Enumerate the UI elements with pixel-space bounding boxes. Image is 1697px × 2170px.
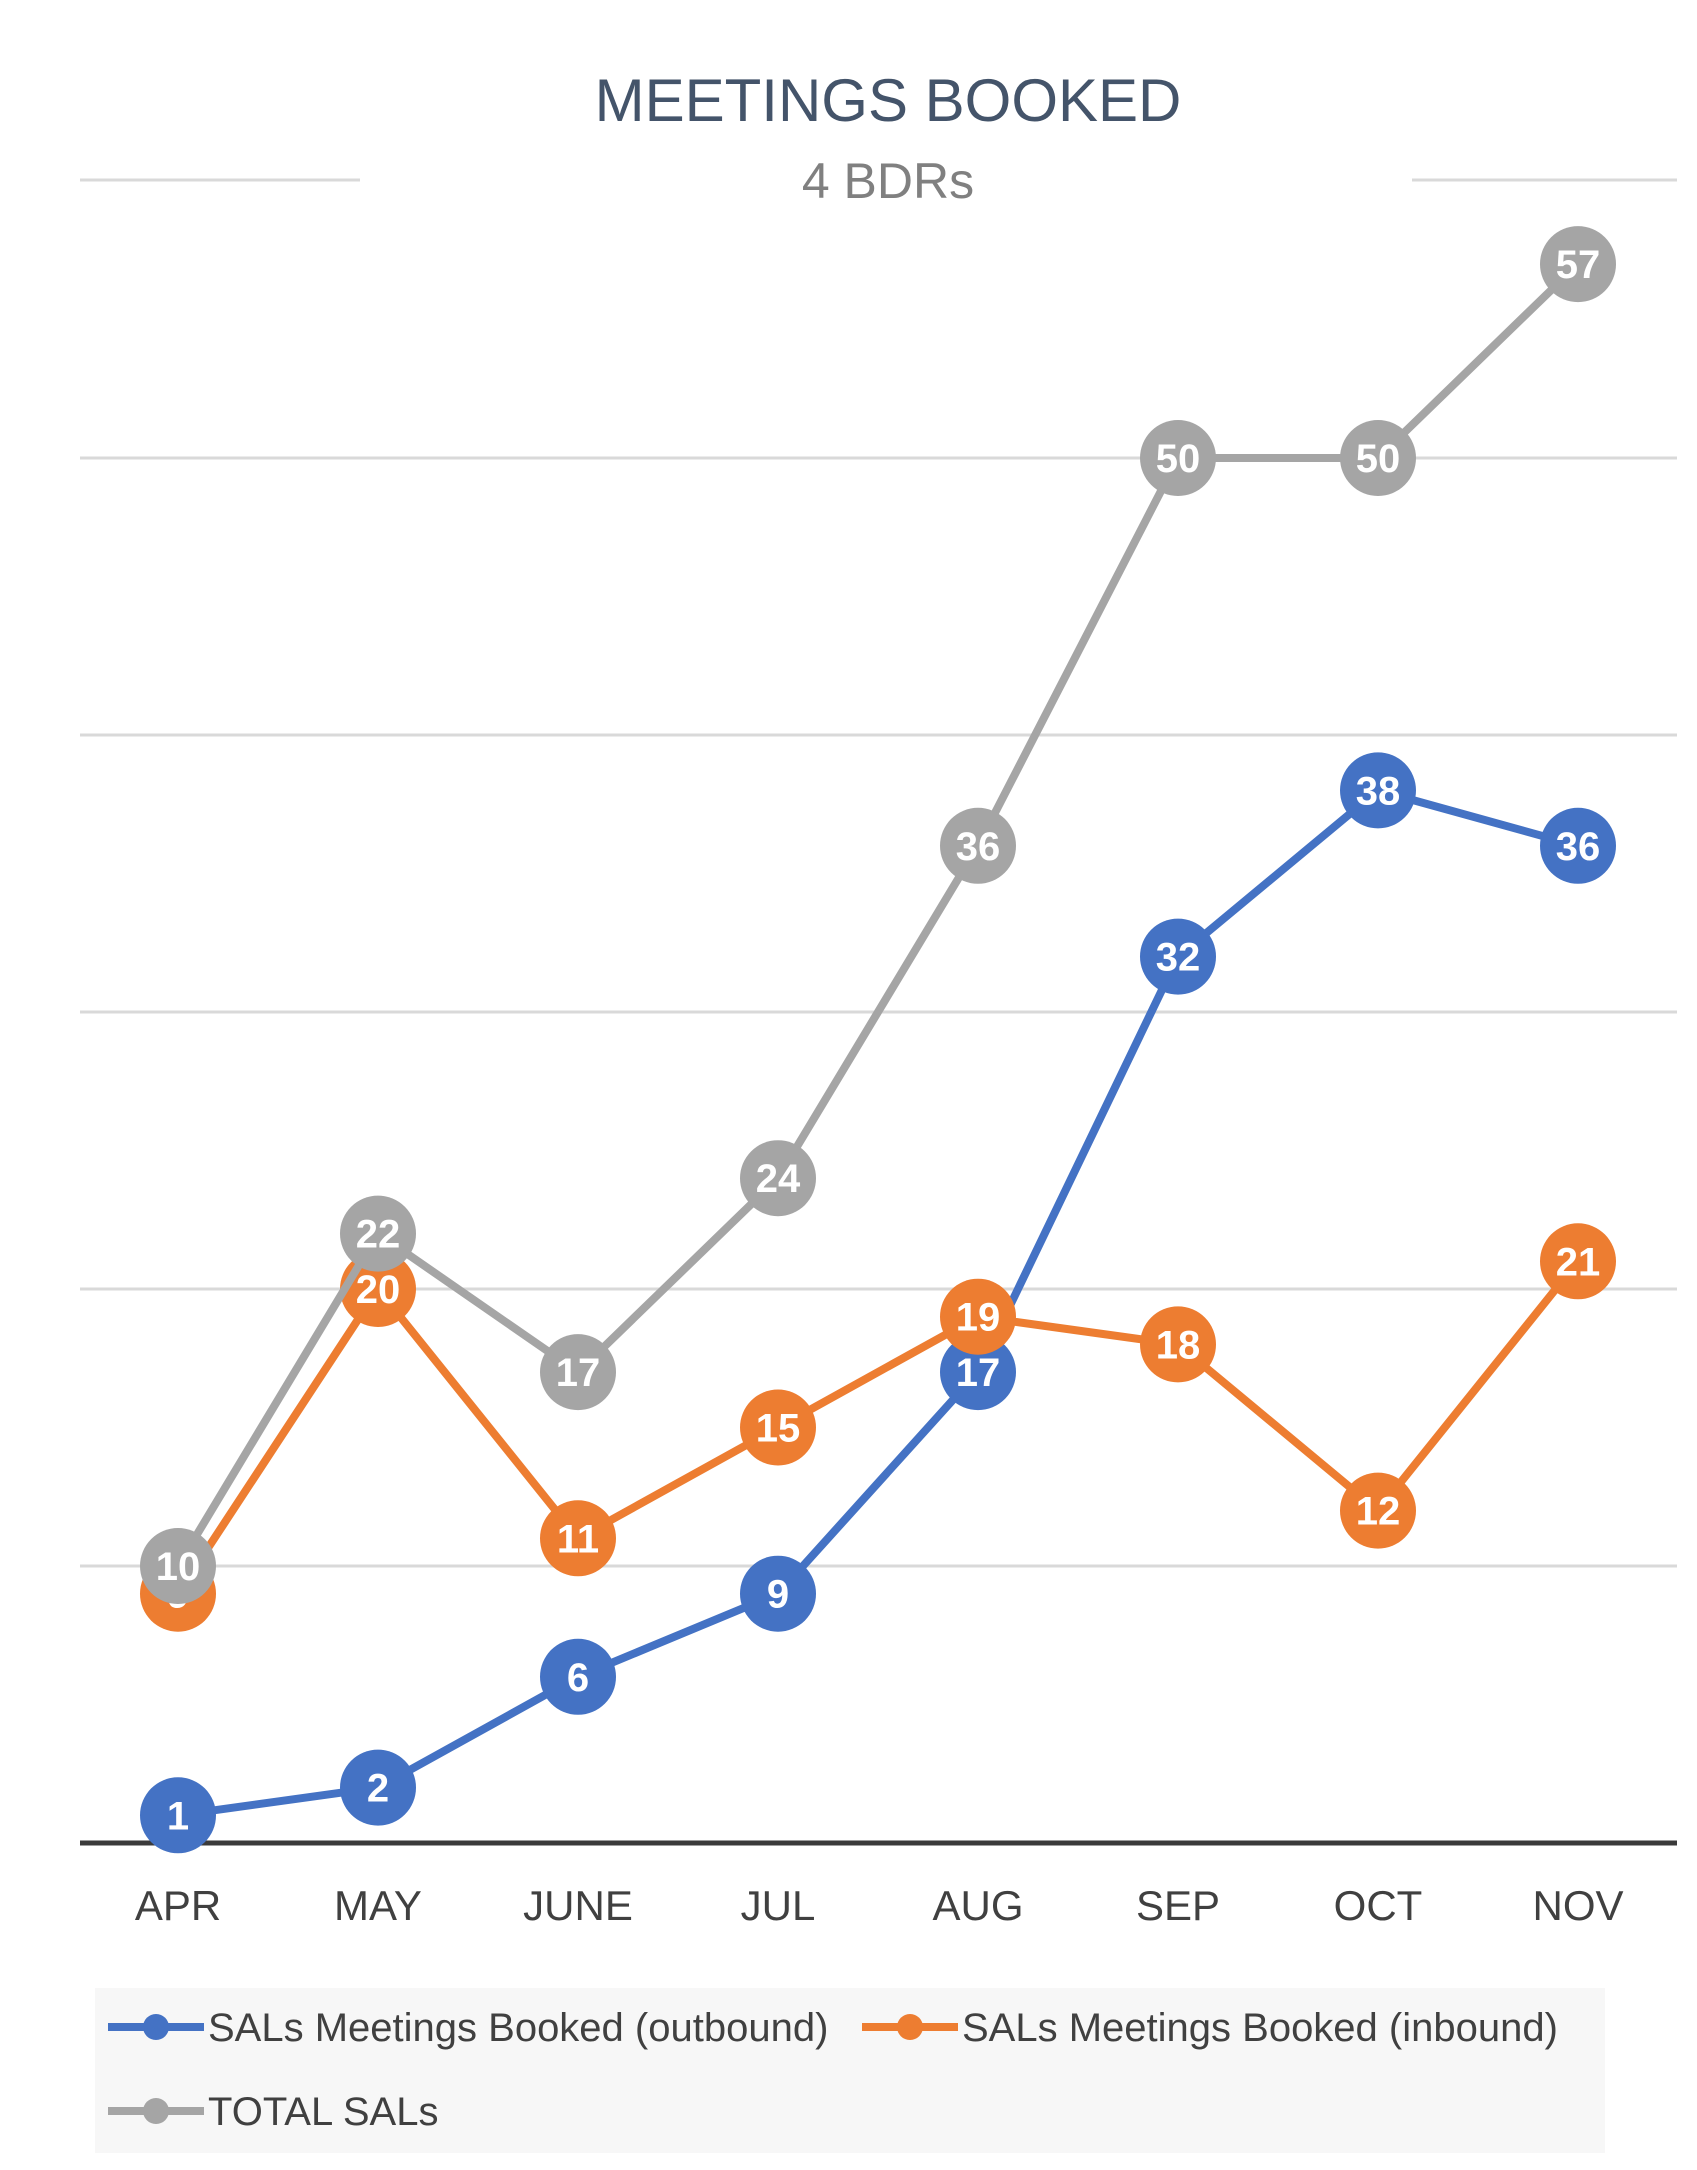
series-line bbox=[174, 1257, 1582, 1598]
data-label: 15 bbox=[756, 1407, 801, 1451]
data-point bbox=[140, 1777, 216, 1854]
data-point bbox=[540, 1334, 616, 1411]
legend-label: SALs Meetings Booked (inbound) bbox=[962, 2006, 1558, 2050]
chart-title: MEETINGS BOOKED bbox=[595, 67, 1182, 134]
data-point bbox=[1340, 752, 1416, 829]
data-label: 22 bbox=[356, 1213, 401, 1257]
data-point bbox=[540, 1638, 616, 1715]
data-label: 36 bbox=[1556, 825, 1601, 869]
x-tick-label: OCT bbox=[1334, 1882, 1423, 1929]
data-point bbox=[1340, 420, 1416, 496]
data-label: 9 bbox=[767, 1573, 789, 1617]
x-tick-label: SEP bbox=[1136, 1882, 1220, 1929]
data-point bbox=[340, 1195, 416, 1272]
data-point bbox=[1540, 1223, 1616, 1300]
data-point bbox=[740, 1555, 816, 1632]
chart-subtitle: 4 BDRs bbox=[802, 153, 974, 209]
data-label: 32 bbox=[1156, 936, 1201, 980]
data-label: 11 bbox=[557, 1517, 599, 1561]
data-label: 50 bbox=[1356, 437, 1401, 481]
data-point bbox=[740, 1140, 816, 1217]
data-point bbox=[1540, 807, 1616, 884]
x-tick-label: AUG bbox=[932, 1882, 1023, 1929]
data-label: 50 bbox=[1156, 437, 1201, 481]
data-point bbox=[1140, 420, 1216, 496]
data-label: 19 bbox=[956, 1296, 1001, 1340]
data-label: 10 bbox=[156, 1545, 201, 1589]
series-2: 9 20 11 15 19 18 12 21 bbox=[140, 1223, 1616, 1632]
legend-label: TOTAL SALs bbox=[208, 2090, 438, 2134]
data-label: 20 bbox=[356, 1268, 401, 1312]
x-tick-label: MAY bbox=[334, 1882, 422, 1929]
data-label: 38 bbox=[1356, 769, 1401, 813]
data-point bbox=[340, 1749, 416, 1826]
data-label: 17 bbox=[956, 1351, 1001, 1395]
series-3: 10 22 17 24 36 50 50 57 bbox=[140, 226, 1616, 1604]
legend-entry: SALs Meetings Booked (outbound) bbox=[108, 2006, 828, 2050]
data-label: 24 bbox=[756, 1157, 801, 1201]
legend-entry: TOTAL SALs bbox=[108, 2090, 438, 2134]
data-point bbox=[740, 1389, 816, 1466]
legend-entry: SALs Meetings Booked (inbound) bbox=[862, 2006, 1558, 2050]
legend-box bbox=[95, 1988, 1605, 2153]
x-axis-tick-labels: APR MAY JUNE JUL AUG SEP OCT NOV bbox=[135, 1882, 1624, 1929]
legend-marker bbox=[143, 2098, 169, 2124]
x-tick-label: NOV bbox=[1532, 1882, 1623, 1929]
data-label: 21 bbox=[1556, 1240, 1601, 1284]
x-tick-label: APR bbox=[135, 1882, 221, 1929]
legend-marker bbox=[897, 2014, 923, 2040]
x-tick-label: JUNE bbox=[523, 1882, 633, 1929]
data-point bbox=[1140, 918, 1216, 995]
data-point bbox=[940, 1278, 1016, 1355]
data-point bbox=[1340, 1472, 1416, 1549]
data-label: 6 bbox=[567, 1656, 589, 1700]
data-label: 17 bbox=[556, 1351, 601, 1395]
data-point bbox=[1540, 226, 1616, 303]
data-point bbox=[940, 1334, 1016, 1411]
series-layer: 1269173238369201115191812211022172436505… bbox=[140, 226, 1616, 1854]
data-label: 2 bbox=[367, 1767, 389, 1811]
data-point bbox=[940, 807, 1016, 884]
data-point bbox=[140, 1528, 216, 1604]
data-point bbox=[540, 1500, 616, 1577]
data-label: 12 bbox=[1356, 1490, 1401, 1534]
data-label: 1 bbox=[167, 1794, 189, 1838]
legend-marker bbox=[143, 2014, 169, 2040]
legend-label: SALs Meetings Booked (outbound) bbox=[208, 2006, 828, 2050]
data-label: 18 bbox=[1156, 1323, 1201, 1367]
data-point bbox=[1140, 1306, 1216, 1383]
legend: SALs Meetings Booked (outbound) SALs Meet… bbox=[108, 2006, 1558, 2134]
series-line bbox=[174, 786, 1582, 1820]
data-label: 36 bbox=[956, 825, 1001, 869]
data-label: 57 bbox=[1556, 243, 1601, 287]
x-tick-label: JUL bbox=[741, 1882, 816, 1929]
